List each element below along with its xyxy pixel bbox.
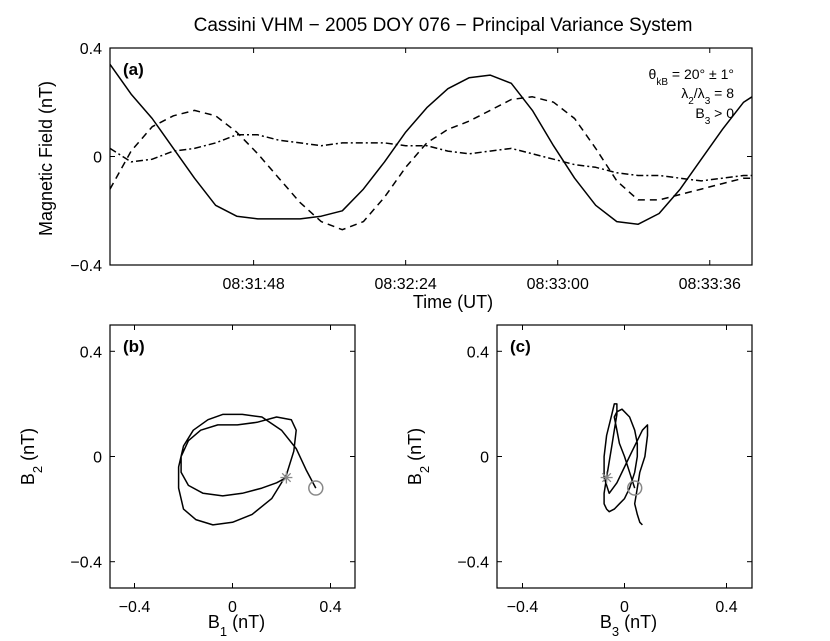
series-line-b1 <box>110 63 752 226</box>
y-axis-label: B2 (nT) <box>18 428 45 485</box>
y-axis-label: B2 (nT) <box>405 428 432 485</box>
x-tick-label: 08:32:24 <box>375 276 437 293</box>
end-marker-asterisk <box>600 471 613 484</box>
y-tick-label: 0 <box>480 450 489 467</box>
panel-a: 08:31:48 08:32:24 08:33:00 08:33:36 0.4 0 −0.4… <box>36 41 753 312</box>
x-tick-label: 0 <box>228 599 237 616</box>
x-tick-label: −0.4 <box>507 599 539 616</box>
x-tick-label: −0.4 <box>119 599 151 616</box>
series-line-b2 <box>110 96 752 231</box>
x-tick-label: 08:33:36 <box>679 276 741 293</box>
y-tick-label: 0.4 <box>467 344 489 361</box>
x-axis-label: B1 (nT) <box>208 612 265 639</box>
x-tick-label: 0 <box>620 599 629 616</box>
panel-c: −0.4 0 0.4 0.4 0 −0.4 (c) B3 (nT) B2 (nT) <box>405 324 753 639</box>
x-tick-label: 0.4 <box>319 599 341 616</box>
x-axis-label: Time (UT) <box>413 292 493 312</box>
y-tick-label: 0 <box>93 150 102 167</box>
series-line-b3-vs-b2 <box>603 403 649 526</box>
y-tick-label: −0.4 <box>70 555 102 572</box>
series-line-b1-vs-b2 <box>177 413 317 526</box>
end-marker-asterisk <box>280 471 293 484</box>
x-tick-label: 08:33:00 <box>527 276 589 293</box>
y-tick-label: −0.4 <box>70 258 102 275</box>
x-axis-label: B3 (nT) <box>600 612 657 639</box>
start-marker-circle <box>308 480 324 496</box>
panel-b: −0.4 0 0.4 0.4 0 −0.4 (b) B1 (nT) B2 (nT) <box>18 324 356 639</box>
x-tick-label: 0.4 <box>715 599 737 616</box>
panel-label: (a) <box>123 60 144 79</box>
series-line-b3 <box>110 134 752 182</box>
figure-title: Cassini VHM − 2005 DOY 076 − Principal V… <box>194 15 693 36</box>
y-tick-label: 0 <box>93 450 102 467</box>
y-tick-label: 0.4 <box>80 344 102 361</box>
annotation-lambda-ratio: λ2/λ3 = 8 <box>681 85 734 107</box>
y-tick-label: 0.4 <box>80 41 102 58</box>
x-tick-label: 08:31:48 <box>222 276 284 293</box>
start-marker-circle <box>626 480 643 496</box>
y-tick-label: −0.4 <box>457 555 489 572</box>
panel-label: (b) <box>123 337 145 356</box>
plot-frame <box>109 324 356 589</box>
annotation-theta-kb: θkB = 20° ± 1° <box>649 66 734 88</box>
annotation-b3-sign: B3 > 0 <box>695 105 734 127</box>
y-axis-label: Magnetic Field (nT) <box>36 81 56 236</box>
panel-label: (c) <box>510 337 531 356</box>
